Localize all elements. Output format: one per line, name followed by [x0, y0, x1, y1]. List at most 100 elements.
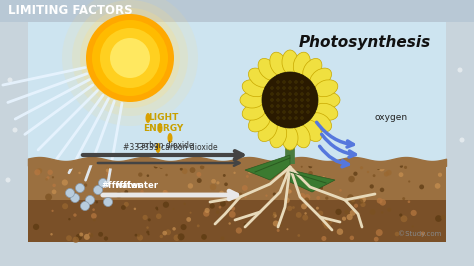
Circle shape	[182, 168, 188, 174]
Circle shape	[89, 233, 93, 237]
Circle shape	[350, 236, 354, 240]
Ellipse shape	[310, 68, 331, 87]
Ellipse shape	[242, 103, 265, 120]
Circle shape	[297, 234, 300, 237]
Circle shape	[271, 93, 273, 95]
Circle shape	[408, 180, 410, 182]
Circle shape	[110, 38, 150, 78]
Circle shape	[81, 202, 90, 210]
Circle shape	[283, 86, 285, 89]
Circle shape	[283, 98, 285, 102]
Ellipse shape	[293, 52, 310, 76]
Circle shape	[228, 198, 235, 205]
Circle shape	[205, 208, 210, 213]
Circle shape	[156, 209, 158, 210]
Circle shape	[374, 237, 379, 242]
Circle shape	[12, 127, 18, 132]
Circle shape	[180, 168, 183, 171]
Circle shape	[308, 171, 313, 176]
Circle shape	[147, 233, 150, 235]
Circle shape	[301, 93, 303, 95]
Circle shape	[370, 184, 374, 189]
Circle shape	[242, 185, 248, 191]
Circle shape	[395, 232, 399, 236]
Bar	[0, 0, 474, 22]
Circle shape	[163, 190, 167, 194]
Circle shape	[301, 166, 303, 168]
Circle shape	[387, 208, 391, 212]
Text: carbon dioxide: carbon dioxide	[137, 142, 193, 151]
Circle shape	[148, 218, 151, 221]
Circle shape	[86, 14, 174, 102]
Text: oxygen: oxygen	[375, 114, 408, 123]
Circle shape	[271, 86, 273, 89]
Circle shape	[339, 189, 342, 192]
Circle shape	[88, 164, 91, 167]
Circle shape	[210, 184, 217, 190]
Ellipse shape	[310, 113, 331, 132]
Circle shape	[201, 234, 207, 240]
Ellipse shape	[303, 120, 322, 142]
Circle shape	[85, 196, 94, 205]
Circle shape	[137, 235, 143, 241]
Circle shape	[435, 183, 440, 189]
Circle shape	[197, 178, 202, 183]
Circle shape	[181, 224, 187, 230]
Circle shape	[203, 210, 210, 217]
Circle shape	[231, 206, 235, 211]
Ellipse shape	[270, 124, 287, 148]
Circle shape	[276, 81, 280, 84]
Circle shape	[276, 98, 280, 102]
Circle shape	[220, 236, 225, 240]
Circle shape	[330, 221, 332, 224]
Circle shape	[135, 234, 137, 236]
Circle shape	[45, 194, 52, 201]
Circle shape	[283, 117, 285, 119]
Circle shape	[186, 217, 191, 222]
Circle shape	[384, 172, 389, 177]
Circle shape	[273, 212, 276, 215]
Circle shape	[83, 202, 88, 207]
Circle shape	[220, 201, 226, 207]
Circle shape	[294, 117, 298, 119]
Text: LIMITING FACTORS: LIMITING FACTORS	[8, 5, 133, 18]
Circle shape	[160, 235, 163, 238]
Circle shape	[438, 173, 442, 177]
Circle shape	[291, 171, 294, 173]
Circle shape	[196, 172, 201, 177]
Circle shape	[286, 228, 289, 230]
Ellipse shape	[146, 113, 151, 123]
Text: Photosynthesis: Photosynthesis	[299, 35, 431, 49]
Ellipse shape	[248, 68, 270, 87]
Circle shape	[289, 93, 292, 95]
Circle shape	[140, 190, 144, 193]
Circle shape	[248, 170, 252, 174]
Circle shape	[307, 105, 310, 107]
Circle shape	[350, 210, 356, 216]
Circle shape	[72, 0, 188, 116]
Ellipse shape	[270, 52, 287, 76]
Circle shape	[52, 189, 56, 194]
Circle shape	[219, 191, 224, 196]
Circle shape	[289, 110, 292, 114]
Circle shape	[346, 214, 353, 220]
Circle shape	[36, 168, 42, 174]
Circle shape	[47, 170, 53, 175]
Circle shape	[163, 190, 168, 196]
Circle shape	[190, 212, 191, 214]
Circle shape	[276, 105, 280, 107]
Circle shape	[75, 184, 84, 193]
Circle shape	[276, 86, 280, 89]
Circle shape	[173, 208, 174, 210]
Circle shape	[404, 166, 407, 169]
Circle shape	[309, 164, 312, 168]
Circle shape	[78, 172, 81, 174]
Circle shape	[154, 164, 158, 168]
Circle shape	[93, 185, 102, 194]
Circle shape	[283, 174, 288, 180]
Circle shape	[301, 105, 303, 107]
Ellipse shape	[240, 92, 264, 108]
Circle shape	[173, 227, 176, 231]
Circle shape	[304, 212, 307, 215]
Circle shape	[307, 93, 310, 95]
